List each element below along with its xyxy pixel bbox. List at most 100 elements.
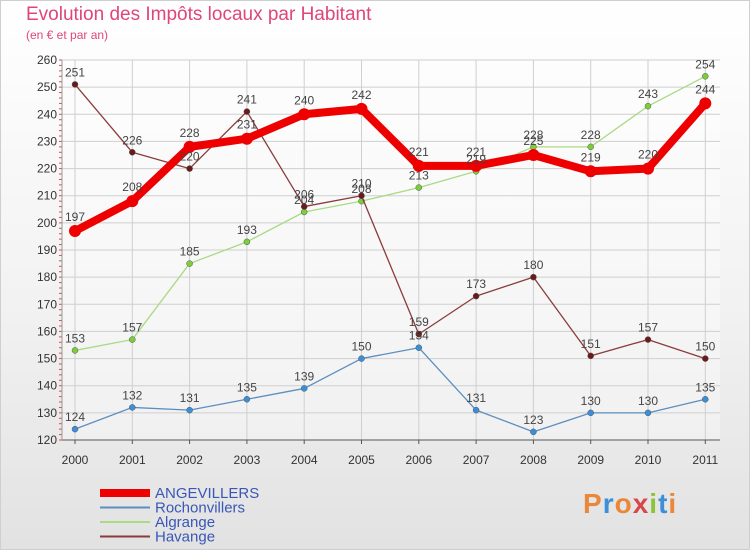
y-tick-label: 130 xyxy=(37,406,57,420)
data-point-angevillers xyxy=(584,165,597,178)
data-label-algrange: 193 xyxy=(237,223,257,237)
data-point-algrange xyxy=(644,102,652,110)
data-point-angevillers xyxy=(642,162,654,175)
data-point-rochonvillers xyxy=(530,428,537,436)
data-label-angevillers: 220 xyxy=(638,148,658,162)
y-tick-label: 240 xyxy=(37,107,57,121)
x-tick-label: 2003 xyxy=(234,453,261,467)
x-tick-label: 2005 xyxy=(348,453,375,467)
series-line-havange xyxy=(74,83,706,360)
x-tick-label: 2001 xyxy=(119,453,146,467)
data-label-angevillers: 242 xyxy=(351,88,371,102)
data-label-algrange: 228 xyxy=(523,128,543,142)
y-tick-label: 120 xyxy=(37,433,57,447)
data-point-havange xyxy=(472,292,480,300)
data-point-angevillers xyxy=(412,159,425,172)
data-label-angevillers: 208 xyxy=(122,180,142,194)
data-label-havange: 150 xyxy=(695,340,715,354)
data-label-rochonvillers: 130 xyxy=(638,394,658,408)
data-label-algrange: 228 xyxy=(581,128,601,142)
data-label-havange: 159 xyxy=(409,315,429,329)
data-point-havange xyxy=(644,336,652,343)
data-label-angevillers: 225 xyxy=(523,134,543,148)
data-label-rochonvillers: 123 xyxy=(523,413,543,427)
x-tick-label: 2000 xyxy=(62,453,89,467)
data-label-angevillers: 221 xyxy=(466,145,486,159)
y-tick-label: 200 xyxy=(37,216,57,230)
data-point-havange xyxy=(530,273,537,281)
data-label-havange: 251 xyxy=(65,65,85,79)
data-point-angevillers xyxy=(240,132,253,145)
y-tick-label: 150 xyxy=(37,352,57,366)
data-point-angevillers xyxy=(298,108,311,121)
y-tick-label: 190 xyxy=(37,243,57,257)
data-point-algrange xyxy=(415,184,423,191)
data-point-algrange xyxy=(129,336,136,343)
data-label-rochonvillers: 131 xyxy=(466,391,486,405)
data-labels: 124 132 131 135 139 150 154 131 123 130 130 135 153 1… xyxy=(65,57,716,427)
data-point-angevillers xyxy=(355,102,368,115)
data-point-algrange xyxy=(243,238,251,246)
data-point-algrange xyxy=(702,73,709,80)
data-label-rochonvillers: 131 xyxy=(180,391,200,405)
data-label-havange: 210 xyxy=(351,177,371,191)
data-point-algrange xyxy=(71,347,79,354)
data-label-havange: 226 xyxy=(122,133,142,147)
data-label-rochonvillers: 135 xyxy=(237,380,257,394)
data-label-angevillers: 197 xyxy=(65,210,85,224)
data-point-rochonvillers xyxy=(186,406,193,414)
series-line-rochonvillers xyxy=(74,347,706,433)
data-point-angevillers xyxy=(183,140,196,153)
y-tick-label: 260 xyxy=(37,53,57,67)
data-label-angevillers: 240 xyxy=(294,93,314,107)
legend-label-angevillers: ANGEVILLERS xyxy=(155,485,259,502)
x-tick-label: 2009 xyxy=(577,453,604,467)
data-point-havange xyxy=(71,81,79,88)
series-group xyxy=(69,73,712,436)
data-point-angevillers xyxy=(470,159,483,172)
x-tick-label: 2008 xyxy=(520,453,547,467)
y-tick-label: 160 xyxy=(37,324,57,338)
data-label-havange: 151 xyxy=(581,337,601,351)
legend-label-havange: Havange xyxy=(155,529,215,546)
data-label-havange: 157 xyxy=(638,321,658,335)
data-point-havange xyxy=(415,330,423,338)
data-label-algrange: 243 xyxy=(638,87,658,101)
data-label-angevillers: 221 xyxy=(409,145,429,159)
data-point-havange xyxy=(702,355,709,362)
x-tick-label: 2004 xyxy=(291,453,318,467)
y-tick-label: 170 xyxy=(37,297,57,311)
chart-subtitle: (en € et par an) xyxy=(26,28,109,42)
data-label-havange: 220 xyxy=(180,150,200,164)
data-label-algrange: 208 xyxy=(351,182,371,196)
proxiti-logo: Proxiti xyxy=(583,488,678,519)
data-point-algrange xyxy=(300,208,308,216)
y-tick-label: 140 xyxy=(37,379,57,393)
data-label-havange: 241 xyxy=(237,93,257,107)
x-tick-label: 2010 xyxy=(635,453,662,467)
data-point-rochonvillers xyxy=(644,409,652,417)
data-label-rochonvillers: 150 xyxy=(351,340,371,354)
x-tick-label: 2007 xyxy=(463,453,490,467)
x-tick-label: 2002 xyxy=(176,453,203,467)
data-point-havange xyxy=(358,192,365,199)
data-point-algrange xyxy=(587,143,594,151)
chart-title: Evolution des Impôts locaux par Habitant xyxy=(26,4,372,25)
data-point-havange xyxy=(243,108,251,115)
data-label-algrange: 153 xyxy=(65,331,85,345)
data-point-angevillers xyxy=(527,149,540,161)
data-point-rochonvillers xyxy=(71,425,79,433)
series-line-algrange xyxy=(74,75,706,352)
y-tick-label: 230 xyxy=(37,134,57,148)
data-point-havange xyxy=(587,352,594,360)
data-point-rochonvillers xyxy=(472,406,480,414)
data-label-havange: 180 xyxy=(523,258,543,272)
data-label-angevillers: 228 xyxy=(180,126,200,140)
data-label-rochonvillers: 154 xyxy=(409,329,429,343)
data-label-algrange: 157 xyxy=(122,321,142,335)
y-tick-label: 220 xyxy=(37,162,57,176)
data-point-rochonvillers xyxy=(358,355,365,362)
data-point-rochonvillers xyxy=(587,409,594,417)
data-label-angevillers: 219 xyxy=(581,150,601,164)
